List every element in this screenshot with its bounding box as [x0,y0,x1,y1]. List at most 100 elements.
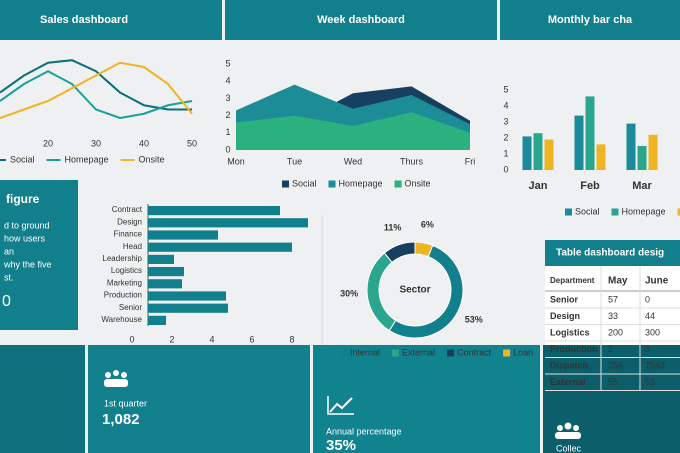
bar [544,139,554,170]
y-tick-label: Marketing [107,278,142,287]
group-icon [555,422,581,439]
table-cell: 57 [608,294,618,304]
trend-icon [329,397,353,413]
y-tick-label: 5 [225,58,230,68]
tab-label: Monthly bar cha [548,14,633,26]
x-tick-label: 40 [139,138,149,148]
x-tick-label: 0 [129,334,134,344]
y-tick-label: 5 [503,84,508,94]
x-tick-label: Fri [465,156,476,166]
bar [148,206,280,216]
legend-marker [340,349,347,357]
table-column-header: June [645,276,669,287]
table-cell: 3 [645,344,650,354]
bar [148,230,218,240]
tab-label: Sales dashboard [40,14,128,26]
y-tick-label: Finance [114,230,143,239]
legend-marker [503,349,511,357]
legend-marker [677,208,680,216]
table-title: Table dashboard desig [556,248,664,259]
bar [148,254,174,264]
legend-label: Homepage [339,178,383,188]
legend-marker [282,180,289,188]
table-cell: 200 [608,327,623,337]
table-cell: 55 [608,377,618,387]
tile-label: Annual percentage [326,426,402,436]
bar [148,242,292,252]
table-cell: 256 [608,360,623,370]
y-tick-label: Senior [119,303,142,312]
legend-label: Social [292,178,317,188]
x-tick-label: 2 [169,334,174,344]
bar [148,267,184,277]
y-tick-label: 1 [225,127,230,137]
tile-value: 1,082 [102,411,140,428]
area [236,112,470,150]
y-tick-label: 3 [225,93,230,103]
table-cell: 0 [645,294,650,304]
y-tick-label: Contract [112,205,143,214]
table-cell: 7543 [645,360,665,370]
legend-label: Social [575,206,600,216]
y-tick-label: Warehouse [101,315,142,324]
figure-text: an [4,246,14,256]
y-tick-label: 4 [225,76,230,86]
table-header [545,240,680,266]
legend-label: Homepage [65,154,109,164]
legend-label: Onsite [405,178,431,188]
table-cell: 53 [645,377,655,387]
tab[interactable] [500,0,680,40]
figure-text: st. [4,272,14,282]
table-cell: 300 [645,327,660,337]
y-tick-label: 1 [503,148,508,158]
table-cell: Design [550,311,580,321]
people-icon [104,370,128,387]
x-tick-label: Tue [287,156,302,166]
x-tick-label: 4 [209,334,214,344]
legend-marker [447,349,455,357]
figure-text: why the five [3,259,52,269]
y-tick-label: Head [123,242,142,251]
tile[interactable] [88,345,310,453]
x-tick-label: Jan [529,180,548,192]
tab-label: Week dashboard [317,14,405,26]
bar [533,133,543,170]
legend-label: Internal [350,347,380,357]
tab[interactable] [0,0,222,40]
bar [522,136,532,170]
table-column-header: Department [550,276,595,285]
figure-tile [0,180,78,330]
y-tick-label: 0 [225,144,230,154]
x-tick-label: 6 [249,334,254,344]
legend-label: Social [10,154,35,164]
legend-label: External [402,347,435,357]
tile-label: 1st quarter [104,398,147,408]
bar [648,134,658,170]
tile-value: 35% [326,437,356,453]
legend-marker [392,349,400,357]
legend-marker [565,208,572,216]
legend-label: Contract [457,347,492,357]
y-tick-label: 2 [225,110,230,120]
bar [626,123,636,170]
y-tick-label: 2 [503,132,508,142]
bar [148,315,166,325]
table-column-header: May [608,276,628,287]
bar [637,146,647,170]
figure-text: d to ground [4,220,50,230]
table-cell: Senior [550,294,579,304]
table-cell: 2 [608,344,613,354]
axis-icon [327,396,354,415]
x-tick-label: Wed [344,156,362,166]
y-tick-label: 3 [503,116,508,126]
value-label: 11% [384,222,402,232]
bar [585,96,595,170]
y-tick-label: 4 [503,100,508,110]
tab[interactable] [225,0,497,40]
donut-slice [414,241,434,258]
y-tick-label: Design [117,217,142,226]
table-cell: Dispatch [550,360,588,370]
pie-title: Sector [399,285,430,296]
value-label: 6% [421,220,434,230]
